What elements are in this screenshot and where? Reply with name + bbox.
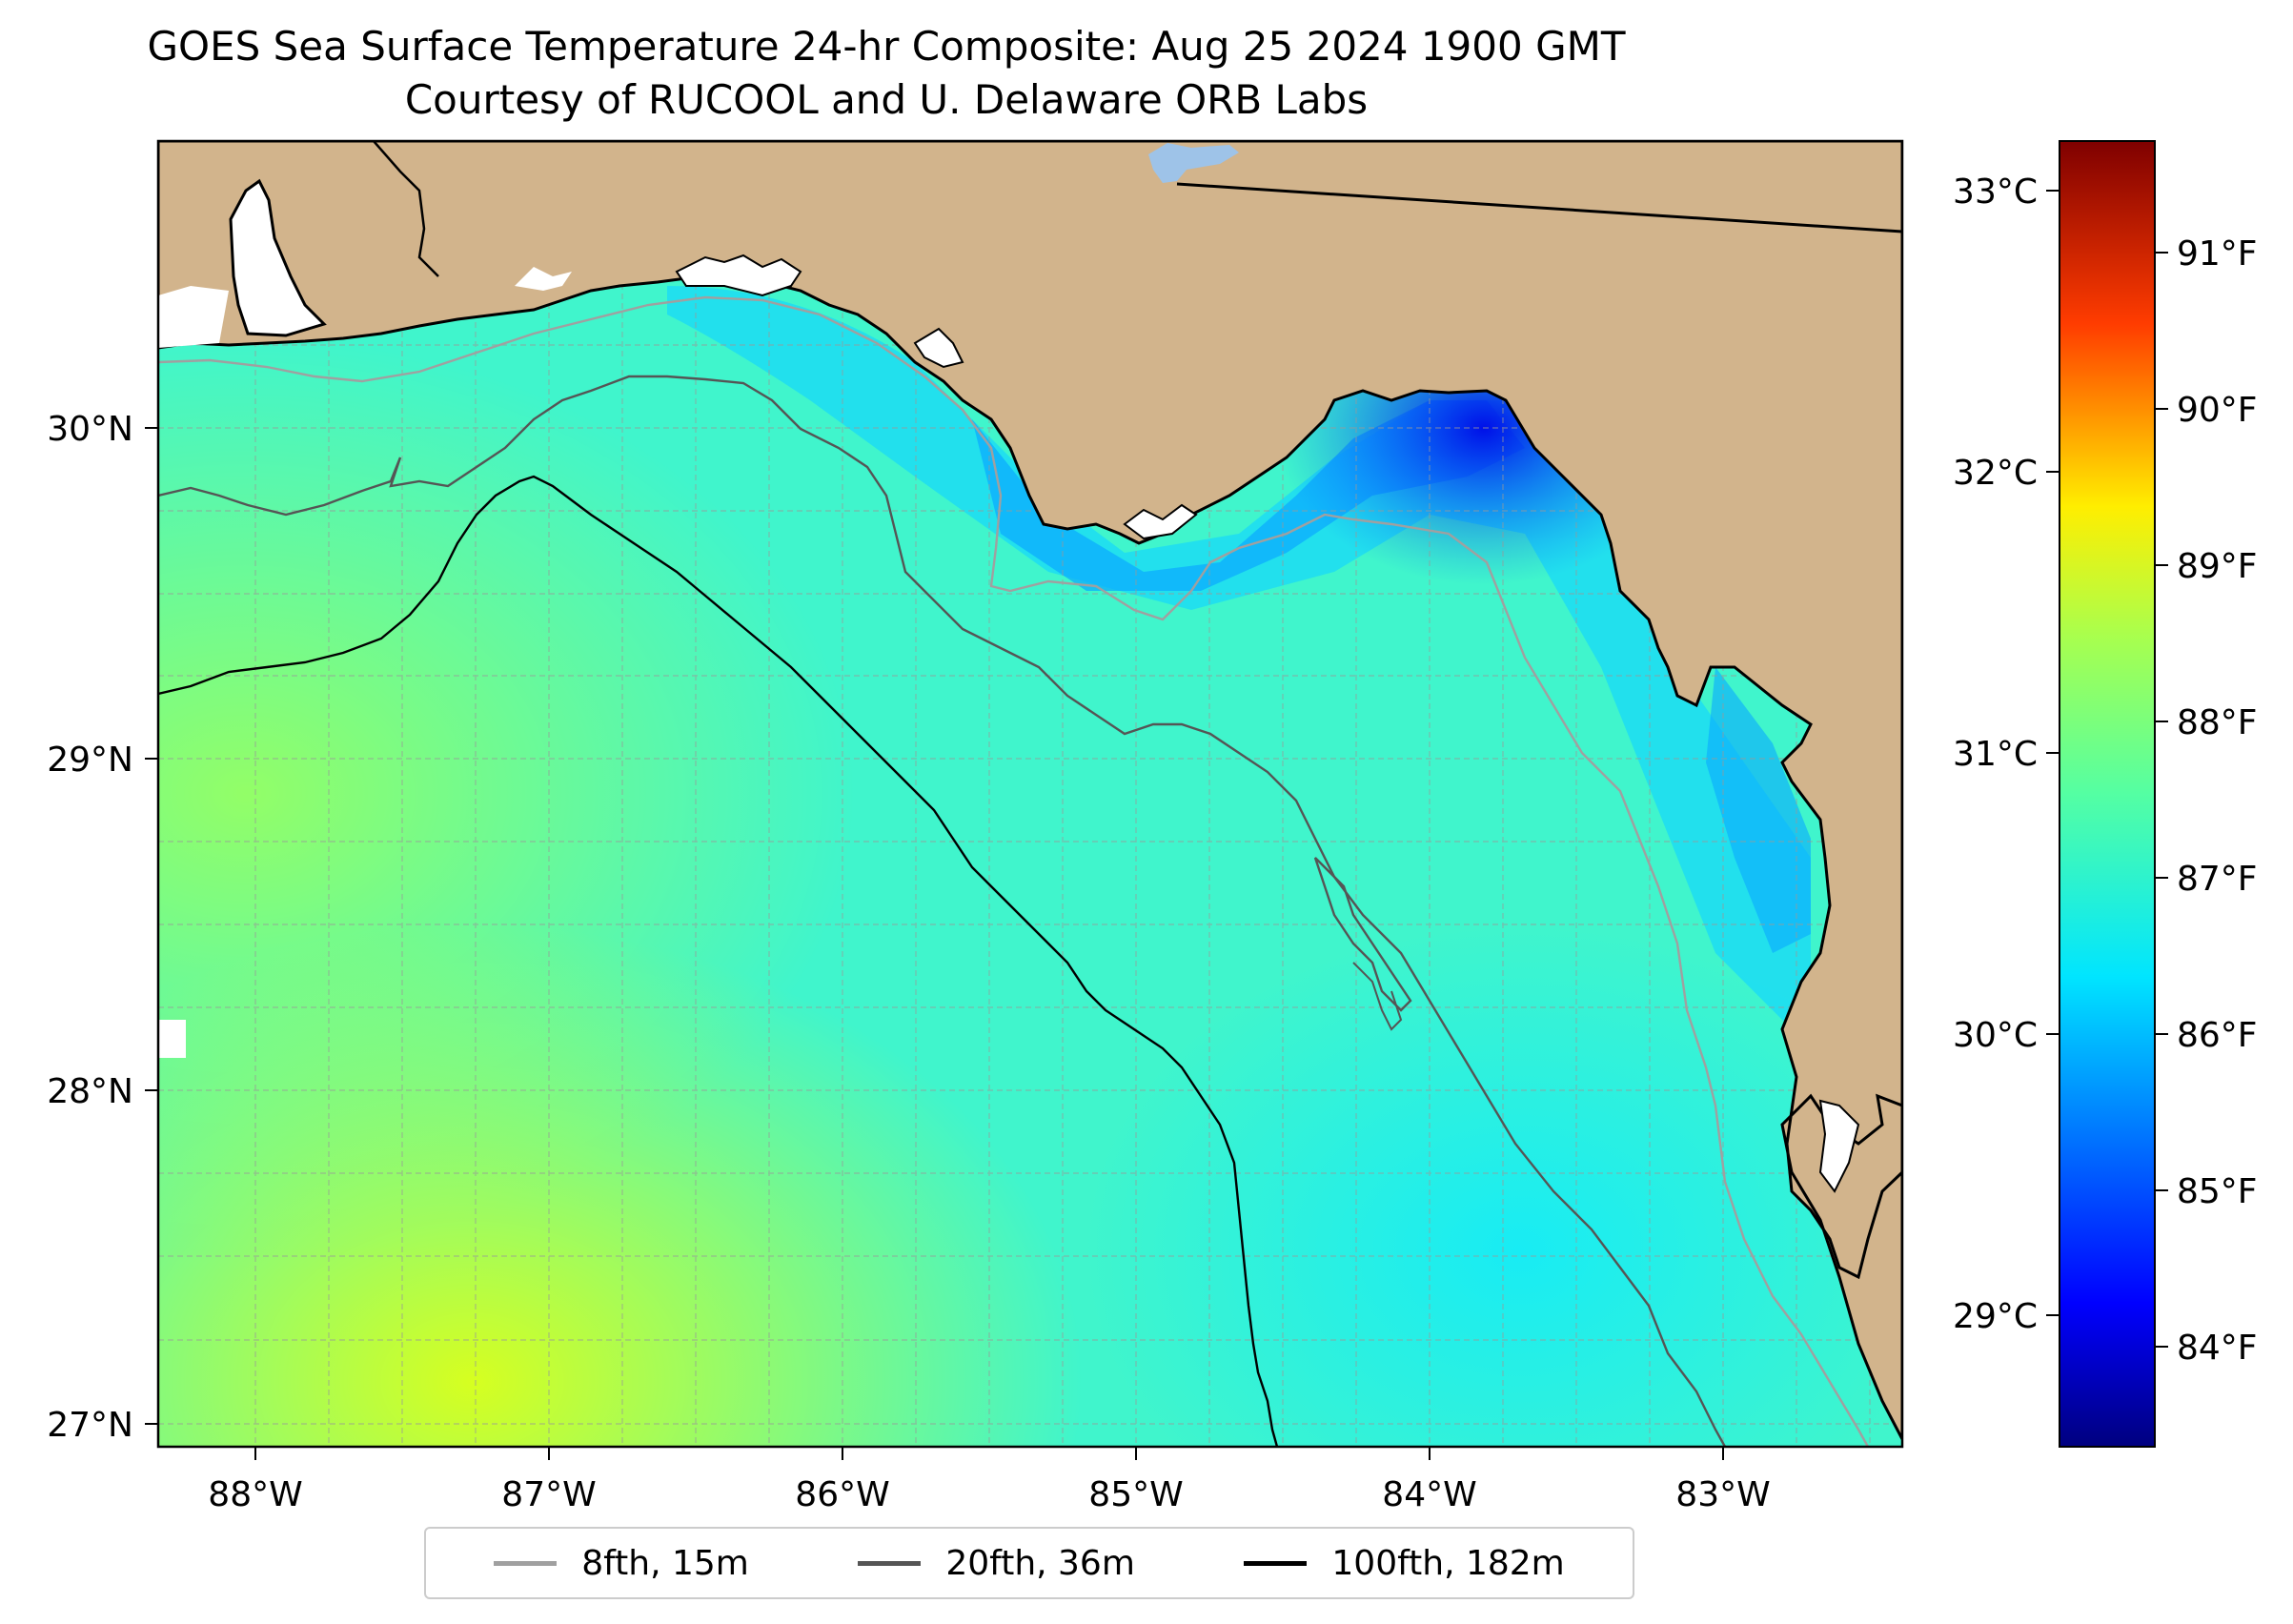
lat-label-29n: 29°N xyxy=(47,741,133,780)
lon-label-84w: 84°W xyxy=(1382,1475,1476,1514)
colorbar-c-29: 29°C xyxy=(1953,1297,2038,1336)
isobath-100fth-182m xyxy=(158,475,1279,1447)
legend-label-8fth: 8fth, 15m xyxy=(581,1543,749,1583)
legend-swatch-20fth xyxy=(858,1560,922,1566)
map-subtitle: Courtesy of RUCOOL and U. Delaware ORB L… xyxy=(404,76,1369,123)
colorbar-c-32: 32°C xyxy=(1953,454,2038,493)
colorbar-f-89: 89°F xyxy=(2177,547,2258,586)
lake xyxy=(1148,143,1239,183)
legend-swatch-8fth xyxy=(494,1560,558,1566)
legend-item-100fth: 100fth, 182m xyxy=(1244,1543,1565,1583)
legend-label-20fth: 20fth, 36m xyxy=(945,1543,1135,1583)
longitude-ticks xyxy=(254,1447,1724,1460)
map-frame xyxy=(156,139,1904,1449)
lon-label-83w: 83°W xyxy=(1675,1475,1770,1514)
lat-label-28n: 28°N xyxy=(47,1072,133,1111)
colorbar-f-88: 88°F xyxy=(2177,703,2258,742)
legend-swatch-100fth xyxy=(1244,1560,1308,1566)
legend-item-8fth: 8fth, 15m xyxy=(494,1544,749,1583)
isobath-20fth-36m xyxy=(158,375,1727,1447)
colorbar-c-31: 31°C xyxy=(1953,735,2038,774)
colorbar-c-33: 33°C xyxy=(1953,173,2038,212)
latitude-ticks xyxy=(145,427,158,1425)
map-area xyxy=(158,141,1902,1447)
colorbar-f-91: 91°F xyxy=(2177,234,2258,274)
colorbar-f-86: 86°F xyxy=(2177,1016,2258,1055)
mobile-bay xyxy=(229,178,327,337)
lon-label-85w: 85°W xyxy=(1088,1475,1183,1514)
isobath-8fth-15m xyxy=(158,295,1870,1447)
lon-label-87w: 87°W xyxy=(501,1475,596,1514)
celsius-ticks xyxy=(2046,190,2060,1316)
isobath-legend: 8fth, 15m 20fth, 36m 100fth, 182m xyxy=(424,1527,1634,1599)
lon-label-88w: 88°W xyxy=(208,1475,302,1514)
colorbar xyxy=(2059,140,2156,1448)
state-boundary xyxy=(1176,182,1902,233)
legend-label-100fth: 100fth, 182m xyxy=(1331,1543,1565,1583)
colorbar-f-87: 87°F xyxy=(2177,860,2258,899)
fahrenheit-ticks xyxy=(2155,252,2168,1348)
colorbar-f-85: 85°F xyxy=(2177,1172,2258,1211)
lat-label-30n: 30°N xyxy=(47,410,133,449)
colorbar-c-30: 30°C xyxy=(1953,1016,2038,1055)
colorbar-f-90: 90°F xyxy=(2177,391,2258,430)
lon-label-86w: 86°W xyxy=(795,1475,889,1514)
legend-item-20fth: 20fth, 36m xyxy=(858,1544,1135,1583)
colorbar-f-84: 84°F xyxy=(2177,1329,2258,1368)
lat-label-27n: 27°N xyxy=(47,1406,133,1445)
map-title: GOES Sea Surface Temperature 24-hr Compo… xyxy=(147,23,1626,70)
